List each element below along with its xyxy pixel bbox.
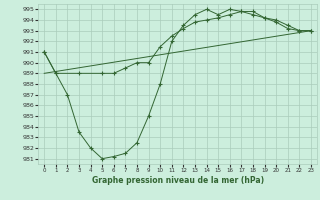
X-axis label: Graphe pression niveau de la mer (hPa): Graphe pression niveau de la mer (hPa) [92,176,264,185]
